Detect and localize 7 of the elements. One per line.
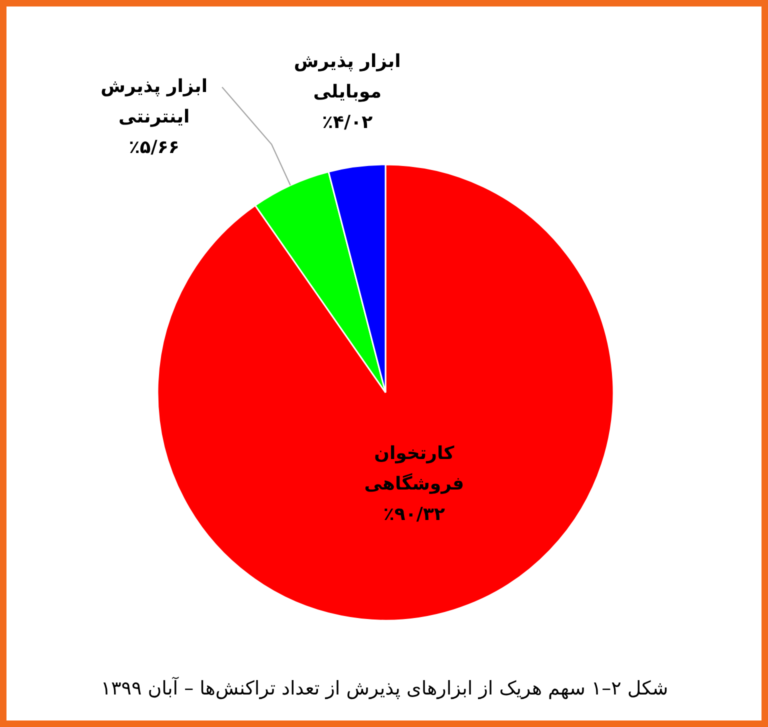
- data-label: ٪۹۰/۳۲: [383, 504, 445, 525]
- slice-label: کارتخوان فروشگاهی: [364, 442, 464, 494]
- slice-label: ابزار پذیرش اینترنتی: [100, 76, 208, 128]
- text: شکل ۲–۱ سهم هریک از ابزارهای پذیرش از تعداد تراکنش‌ها – آبان ۱۳۹۹: [100, 676, 668, 700]
- data-label: ٪۵/۶۶: [128, 137, 180, 158]
- data-label: ٪۴/۰۲: [322, 112, 373, 133]
- slice-label: ابزار پذیرش موبایلی: [294, 50, 401, 102]
